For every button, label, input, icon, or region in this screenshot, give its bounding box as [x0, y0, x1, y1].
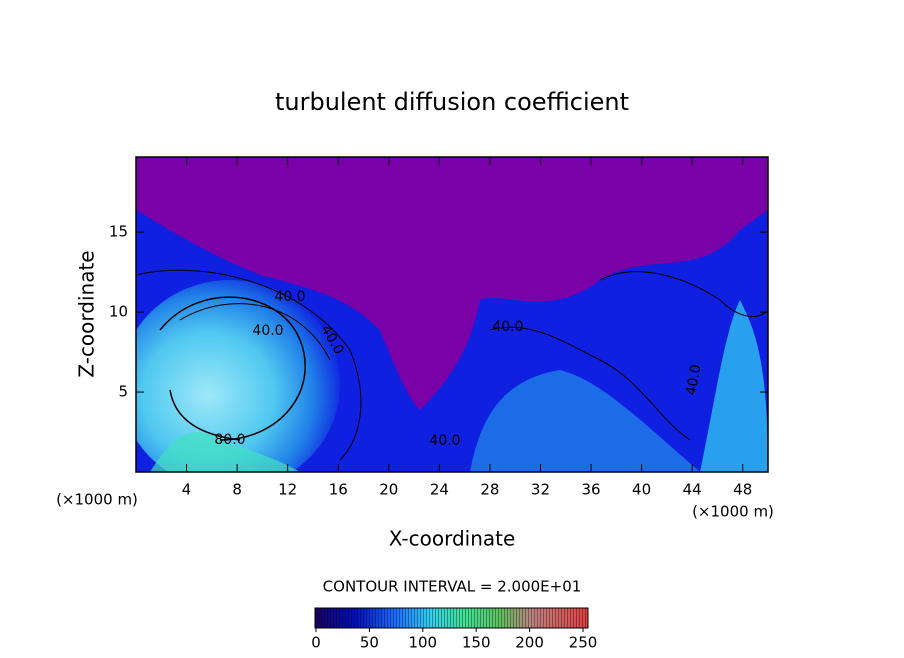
- x-tick-label: 36: [581, 481, 600, 499]
- x-tick-label: 16: [329, 481, 348, 499]
- contour-label: 80.0: [214, 432, 245, 448]
- y-tick-label: 10: [109, 303, 128, 321]
- x-tick-label: 20: [379, 481, 398, 499]
- y-axis-label: Z-coordinate: [75, 250, 99, 377]
- colorbar-tick-label: 100: [408, 634, 437, 652]
- x-tick-label: 44: [683, 481, 702, 499]
- plot-frame: [135, 156, 769, 473]
- colorbar-frame: [314, 607, 589, 629]
- y-tick-label: 15: [109, 223, 128, 241]
- colorbar-tick-label: 200: [515, 634, 544, 652]
- contour-label: 40.0: [429, 433, 460, 449]
- x-axis-label: X-coordinate: [389, 527, 516, 551]
- x-tick-label: 40: [632, 481, 651, 499]
- contour-label: 40.0: [252, 323, 283, 339]
- contour-label: 40.0: [274, 289, 305, 305]
- x-unit-right: (×1000 m): [692, 503, 774, 521]
- colorbar-tick-label: 0: [311, 634, 321, 652]
- x-tick-label: 4: [182, 481, 192, 499]
- x-tick-label: 12: [278, 481, 297, 499]
- x-tick-label: 24: [430, 481, 449, 499]
- colorbar-tick-label: 250: [569, 634, 598, 652]
- chart-title: turbulent diffusion coefficient: [275, 88, 629, 116]
- colorbar-tick-label: 50: [360, 634, 379, 652]
- y-tick-label: 5: [118, 383, 128, 401]
- x-tick-label: 32: [531, 481, 550, 499]
- x-tick-label: 28: [480, 481, 499, 499]
- contour-label: 40.0: [492, 319, 523, 335]
- colorbar-tick-label: 150: [462, 634, 491, 652]
- x-unit-left: (×1000 m): [56, 491, 138, 509]
- field: [136, 157, 768, 472]
- x-tick-label: 8: [232, 481, 242, 499]
- colorbar-label: CONTOUR INTERVAL = 2.000E+01: [323, 578, 582, 596]
- x-tick-label: 48: [733, 481, 752, 499]
- contour-label: 40.0: [683, 363, 704, 396]
